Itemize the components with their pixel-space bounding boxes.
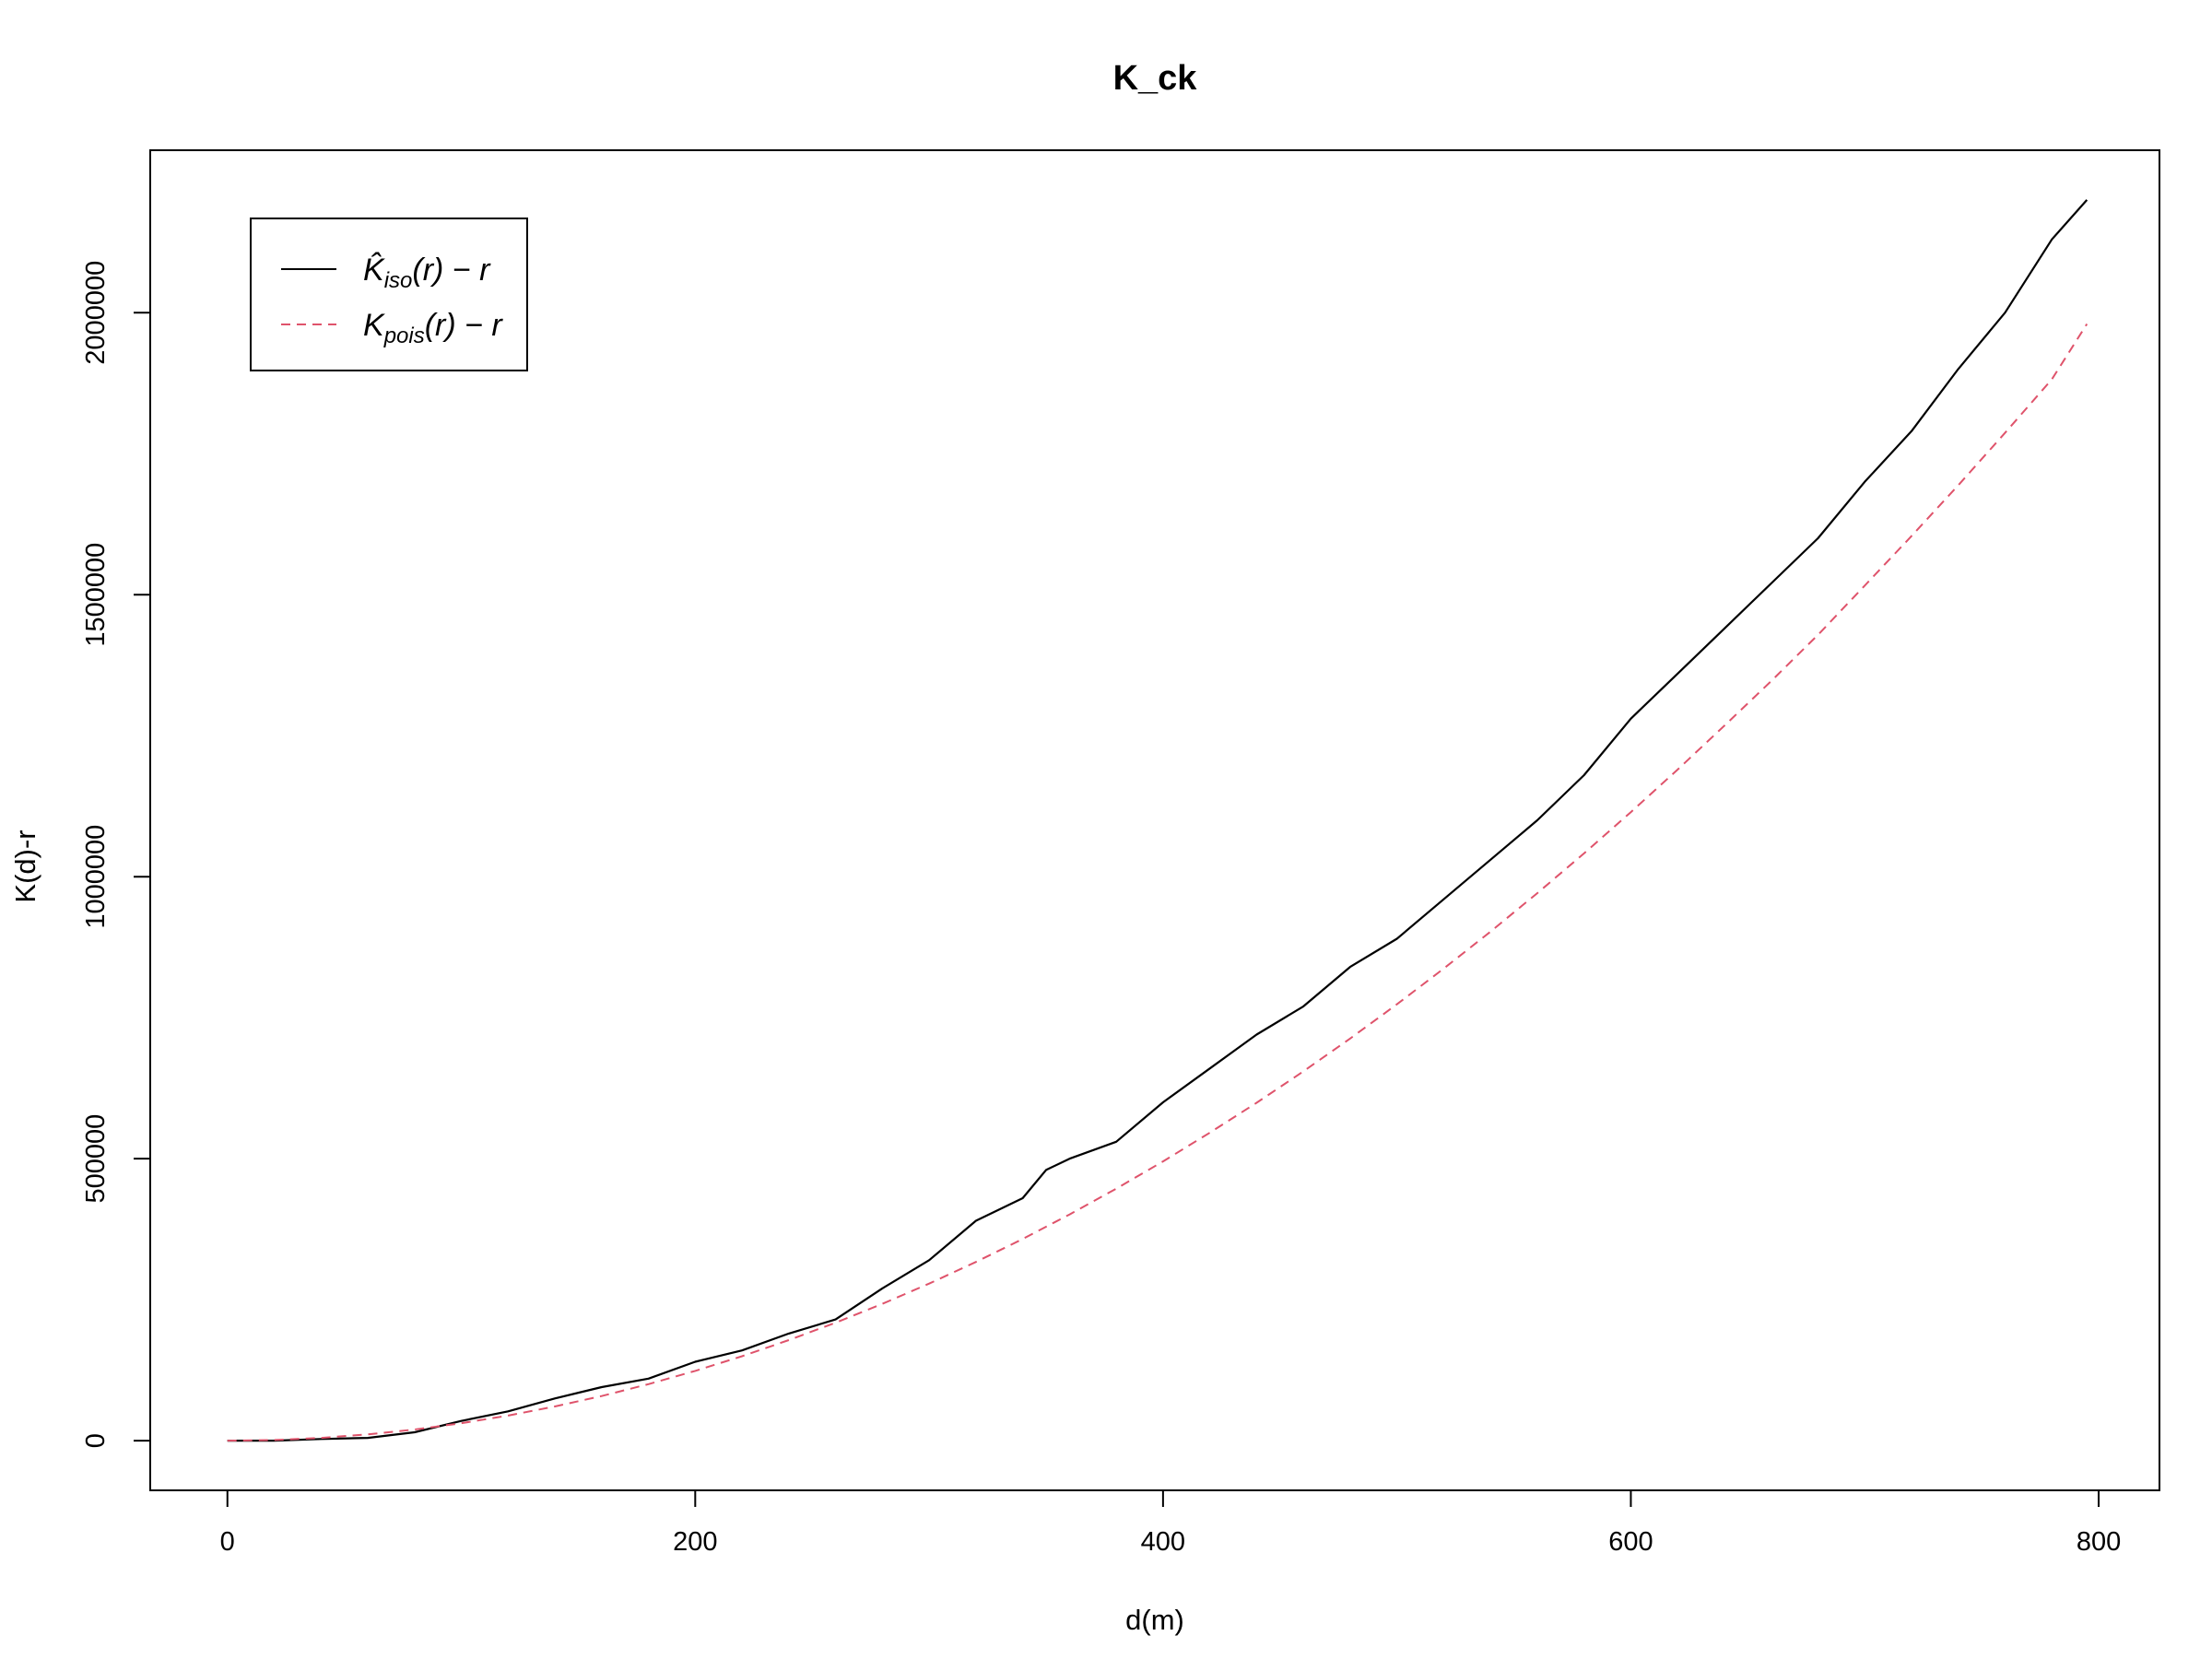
x-tick-label: 200: [673, 1527, 717, 1557]
y-tick-label: 0: [81, 1433, 111, 1448]
x-axis: 0 200 400 600 800: [220, 1489, 2121, 1557]
legend-entry-label: Kpois(r) − r: [363, 308, 503, 348]
y-axis: 0 500000 1000000 1500000 2000000: [81, 261, 151, 1448]
x-tick-label: 400: [1141, 1527, 1185, 1557]
legend: K̂iso(r) − r Kpois(r) − r: [250, 218, 528, 371]
y-tick-label: 500000: [81, 1114, 111, 1204]
y-tick-label: 1000000: [81, 825, 111, 929]
y-tick-label: 1500000: [81, 543, 111, 647]
y-tick-label: 2000000: [81, 261, 111, 365]
y-axis-label: K(d)-r: [9, 830, 41, 902]
x-tick-label: 800: [2077, 1527, 2121, 1557]
x-axis-label: d(m): [1125, 1604, 1184, 1636]
series-layer: [227, 199, 2088, 1442]
legend-entry-label: K̂iso(r) − r: [363, 252, 491, 293]
chart-title: K_ck: [1113, 59, 1198, 98]
legend-box: [250, 218, 528, 371]
x-tick-label: 600: [1608, 1527, 1653, 1557]
x-tick-label: 0: [220, 1527, 235, 1557]
series-line-kpois: [227, 323, 2088, 1442]
series-line-kiso: [227, 199, 2088, 1442]
